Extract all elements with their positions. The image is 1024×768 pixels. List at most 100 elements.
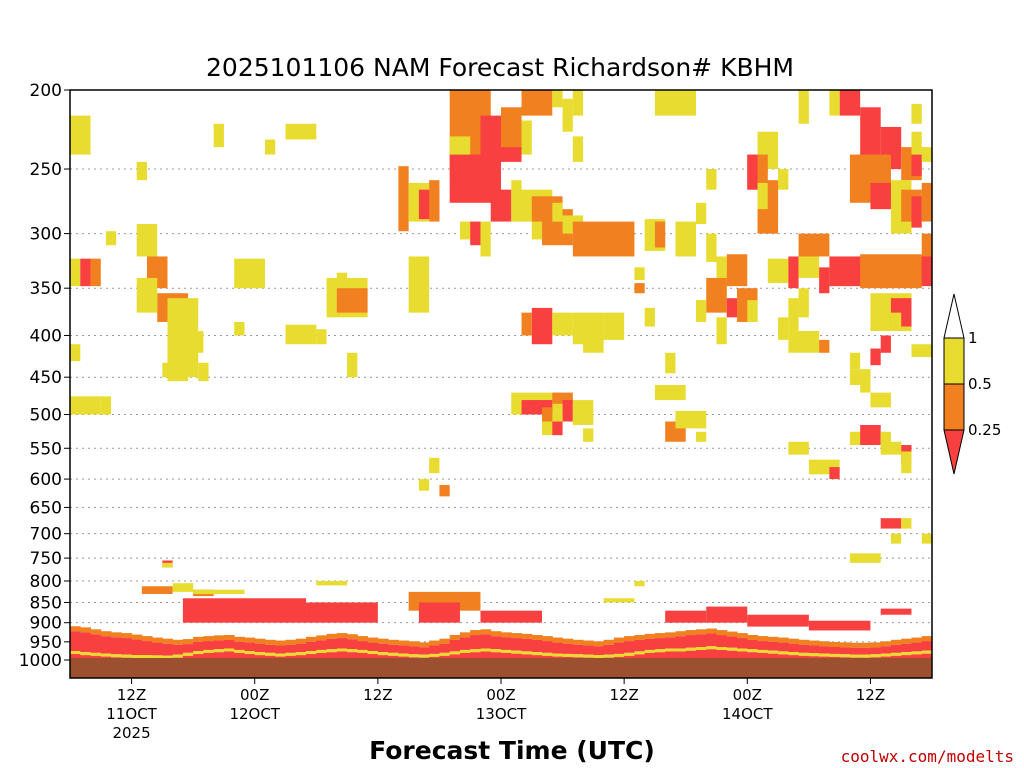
pbl-cell <box>131 655 143 659</box>
ri-cell <box>429 457 440 474</box>
pbl-cell <box>439 643 451 653</box>
ri-cell <box>911 196 922 228</box>
pbl-cell <box>326 638 338 650</box>
pbl-cell <box>521 654 533 660</box>
pbl-cell <box>839 654 851 658</box>
pbl-cell <box>193 589 245 595</box>
y-tick-label: 350 <box>30 279 62 299</box>
pbl-cell <box>357 652 369 660</box>
pbl-cell <box>695 650 707 660</box>
pbl-cell <box>480 651 492 660</box>
pbl-cell <box>839 647 851 655</box>
pbl-cell <box>90 655 102 660</box>
pbl-cell <box>459 632 471 638</box>
ri-cell <box>490 189 512 222</box>
ri-cell <box>860 424 881 446</box>
pbl-cell <box>901 652 912 656</box>
ri-cell <box>572 221 635 257</box>
pbl-cell <box>562 653 574 657</box>
pbl-cell <box>767 636 779 642</box>
pbl-cell <box>552 637 564 643</box>
pbl-cell <box>480 610 543 623</box>
pbl-cell <box>388 644 399 653</box>
pbl-cell <box>542 655 553 660</box>
pbl-cell <box>213 649 225 653</box>
pbl-cell <box>542 652 553 656</box>
pbl-cell <box>254 643 266 653</box>
ri-cell <box>136 277 158 313</box>
pbl-cell <box>264 639 276 645</box>
pbl-cell <box>654 638 666 650</box>
pbl-cell <box>675 631 687 637</box>
pbl-cell <box>644 638 656 650</box>
pbl-cell <box>111 637 122 655</box>
ri-cell <box>767 182 779 222</box>
y-tick-label: 400 <box>30 326 62 346</box>
ri-cell <box>429 180 440 222</box>
pbl-cell <box>223 648 235 652</box>
x-tick-label: 2025 <box>112 724 150 742</box>
pbl-cell <box>829 642 841 648</box>
x-tick-label: 12Z <box>117 686 146 704</box>
ri-cell <box>870 182 891 210</box>
pbl-cell <box>90 652 102 656</box>
pbl-cell <box>870 642 882 648</box>
pbl-cell <box>767 641 779 651</box>
pbl-cell <box>141 641 153 656</box>
ri-cell <box>778 317 789 340</box>
pbl-cell <box>726 636 738 648</box>
pbl-cell <box>490 636 502 650</box>
pbl-cell <box>737 651 748 660</box>
pbl-cell <box>603 654 615 658</box>
pbl-cell <box>901 638 912 644</box>
y-tick-label: 300 <box>30 225 62 245</box>
ri-cell <box>552 90 563 108</box>
ri-cell <box>521 120 532 155</box>
pbl-cell <box>593 641 605 647</box>
pbl-cell <box>644 649 656 653</box>
ri-cell <box>105 231 117 246</box>
ri-cell <box>347 352 358 378</box>
pbl-cell <box>890 652 902 656</box>
pbl-cell <box>141 655 153 659</box>
pbl-cell <box>665 637 676 649</box>
x-tick-label: 13OCT <box>476 705 527 723</box>
pbl-cell <box>778 637 789 643</box>
pbl-cell <box>367 637 379 643</box>
ri-cell <box>860 369 871 393</box>
chart-title: 2025101106 NAM Forecast Richardson# KBHM <box>206 53 794 82</box>
pbl-cell <box>490 652 502 660</box>
ri-cell <box>634 283 645 294</box>
ri-cell <box>870 392 891 408</box>
pbl-cell <box>531 634 543 640</box>
pbl-cell <box>213 640 225 650</box>
pbl-cell <box>552 653 564 657</box>
ri-cell <box>644 307 655 327</box>
pbl-cell <box>819 641 830 647</box>
ri-cell <box>716 256 727 294</box>
pbl-cell <box>275 653 286 657</box>
ri-cell <box>552 421 563 436</box>
pbl-cell <box>162 562 173 568</box>
pbl-cell <box>829 647 841 654</box>
pbl-cell <box>685 650 697 660</box>
pbl-cell <box>870 647 882 655</box>
y-tick-label: 200 <box>30 81 62 101</box>
y-tick-label: 700 <box>30 525 62 545</box>
ri-cell <box>521 90 553 116</box>
ri-cell <box>839 90 861 116</box>
pbl-cell <box>213 652 225 660</box>
x-tick-label: 12Z <box>609 686 638 704</box>
pbl-cell <box>480 648 492 652</box>
ri-cell <box>880 335 891 353</box>
pbl-cell <box>316 649 328 653</box>
pbl-cell <box>788 638 800 644</box>
ri-cell <box>198 362 209 382</box>
ri-cell <box>819 267 830 294</box>
pbl-cell <box>685 630 697 636</box>
ri-cell <box>552 202 563 222</box>
pbl-cell <box>501 652 512 660</box>
ri-cell <box>285 123 317 140</box>
pbl-cell <box>778 654 789 660</box>
